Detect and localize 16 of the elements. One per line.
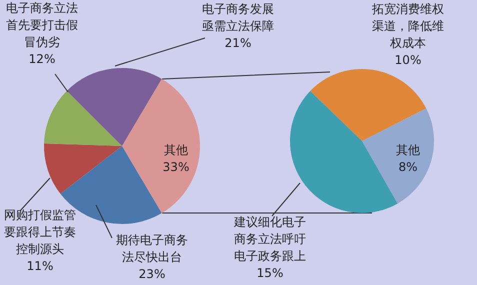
slice-label: 电子商务发展亟需立法保障: [202, 2, 274, 34]
slice-label: 网购打假监管要跟得上节奏控制源头: [4, 208, 76, 256]
data-label: 33%: [162, 160, 190, 174]
data-label: 11%: [26, 259, 54, 274]
data-label: 10%: [394, 53, 422, 68]
data-label: 12%: [28, 52, 56, 66]
data-label: 15%: [256, 266, 284, 280]
slice-label: 期待电子商务法尽快出台: [116, 233, 188, 264]
data-label: 23%: [138, 267, 166, 282]
slice-label: 建议细化电子商务立法呼吁电子政务跟上: [233, 215, 306, 264]
data-label: 8%: [398, 160, 418, 174]
slice-label: 其他: [164, 143, 188, 158]
slice-label: 拓宽消费维权渠道，降低维权成本: [371, 2, 444, 50]
slice-label: 电子商务立法首先要打击假冒伪劣: [6, 1, 78, 50]
slice-label: 其他: [396, 143, 420, 158]
data-label: 21%: [224, 36, 252, 50]
